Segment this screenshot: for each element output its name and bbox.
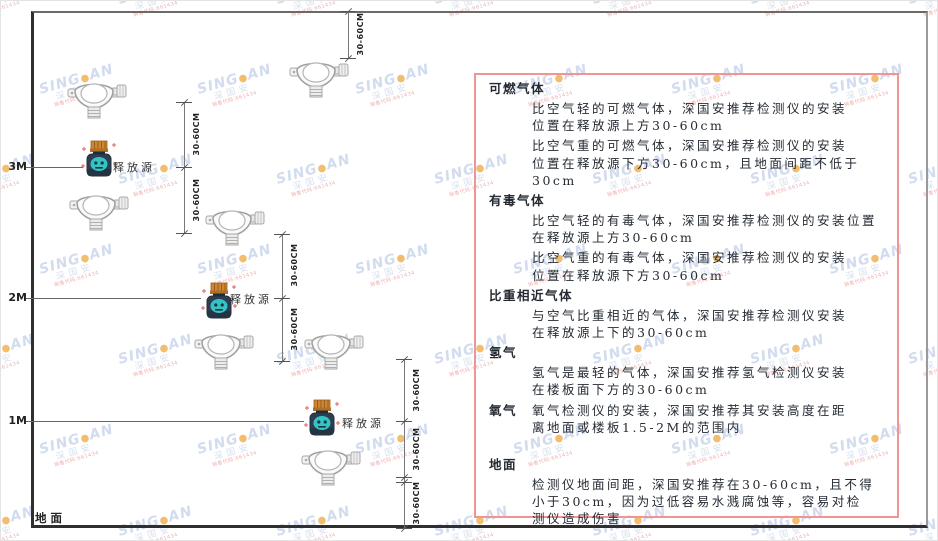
gas-detector-icon (67, 75, 127, 125)
release-source-icon (304, 399, 340, 443)
height-label: 3M (8, 160, 27, 173)
section-heading: 可燃气体 (489, 81, 546, 96)
dimension-label: 30-60CM (412, 481, 421, 525)
section-paragraph: 比空气轻的可燃气体，深国安推荐检测仪的安装 位置在释放源上方30-60cm (532, 101, 848, 134)
release-source-icon (81, 140, 117, 184)
dimension-label: 30-60CM (192, 178, 201, 222)
dimension-label: 30-60CM (290, 307, 299, 351)
dimension-label: 30-60CM (192, 112, 201, 156)
section-paragraph: 与空气比重相近的气体，深国安推荐检测仪安装 在释放源上下的30-60cm (532, 307, 848, 341)
section-heading: 氧气 (489, 402, 518, 418)
room-frame (31, 11, 928, 528)
release-source-label: 释放源 (342, 417, 384, 430)
section-paragraph: 比空气重的可燃气体，深国安推荐检测仪的安装 位置在释放源下方30-60cm，且地… (532, 138, 860, 188)
dimension-label: 30-60CM (412, 368, 421, 412)
section-paragraph: 氢气是最轻的气体，深国安推荐氢气检测仪安装 在楼板面下方的30-60cm (532, 365, 848, 398)
release-source-label: 释放源 (230, 293, 272, 306)
panel-section: 氧气 氧气检测仪的安装，深国安推荐其安装高度在距 离地面或楼板1.5-2M的范围内 (489, 402, 887, 436)
panel-section: 可燃气体比空气轻的可燃气体，深国安推荐检测仪的安装 位置在释放源上方30-60c… (489, 80, 887, 189)
release-source-icon (201, 282, 237, 326)
panel-section: 地面 检测仪地面间距，深国安推荐在30-60cm，且不得 小于30cm，因为过低容… (489, 456, 887, 528)
panel-section: 氢气 氢气是最轻的气体，深国安推荐氢气检测仪安装 在楼板面下方的30-60cm (489, 344, 887, 398)
gas-detector-icon (69, 187, 129, 237)
gas-detector-icon (205, 202, 265, 252)
gas-detector-icon (289, 54, 349, 104)
height-line (25, 298, 201, 299)
gas-detector-icon (301, 442, 361, 492)
gas-detector-icon (194, 326, 254, 376)
dimension-line (404, 359, 405, 528)
section-heading: 地面 (489, 457, 518, 473)
ground-label: 地面 (35, 511, 66, 525)
height-line (25, 421, 304, 422)
dimension-line (348, 11, 349, 58)
release-source-label: 释放源 (113, 161, 155, 174)
panel-section: 比重相近气体与空气比重相近的气体，深国安推荐检测仪安装 在释放源上下的30-60… (489, 287, 887, 341)
height-line (25, 167, 83, 168)
dimension-label: 30-60CM (412, 427, 421, 471)
height-label: 1M (8, 414, 27, 427)
gas-detector-icon (304, 326, 364, 376)
section-heading: 比重相近气体 (489, 287, 574, 303)
height-label: 2M (8, 291, 27, 304)
section-paragraph: 比空气轻的有毒气体，深国安推荐检测仪的安装位置 在释放源上方30-60cm (532, 213, 878, 246)
dimension-label: 30-60CM (356, 12, 365, 56)
section-paragraph: 氧气检测仪的安装，深国安推荐其安装高度在距 离地面或楼板1.5-2M的范围内 (532, 402, 848, 435)
section-heading: 氢气 (489, 345, 518, 361)
dimension-label: 30-60CM (290, 243, 299, 287)
section-paragraph: 比空气重的有毒气体，深国安推荐检测仪的安装 位置在释放源下方30-60cm (532, 250, 848, 283)
section-paragraph: 检测仪地面间距，深国安推荐在30-60cm，且不得 小于30cm，因为过低容易水… (532, 477, 875, 527)
panel-section: 有毒气体比空气轻的有毒气体，深国安推荐检测仪的安装位置 在释放源上方30-60c… (489, 192, 887, 284)
section-heading: 有毒气体 (489, 193, 546, 209)
guideline-panel: 可燃气体比空气轻的可燃气体，深国安推荐检测仪的安装 位置在释放源上方30-60c… (474, 73, 899, 526)
